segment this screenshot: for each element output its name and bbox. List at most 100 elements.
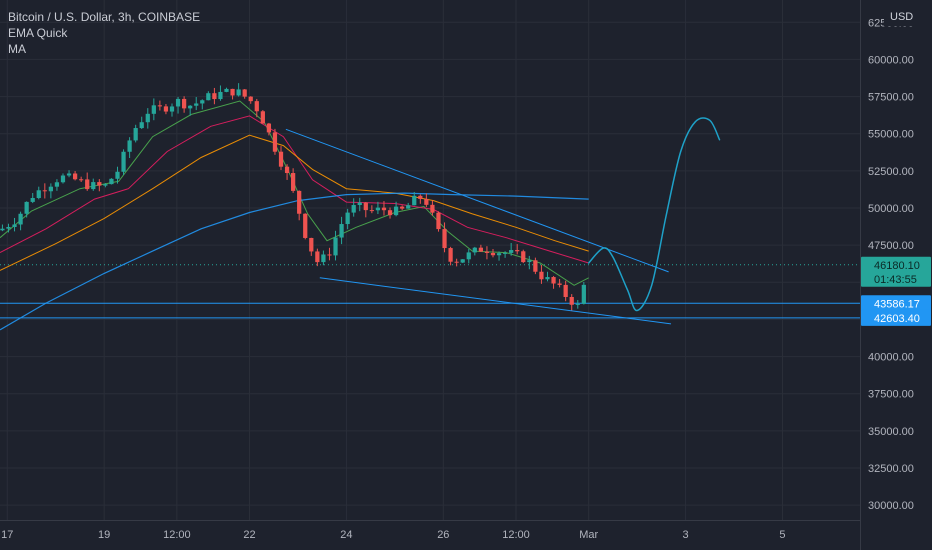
candle-body bbox=[284, 166, 290, 174]
candle-body bbox=[79, 179, 84, 181]
price-tick-label: 40000.00 bbox=[868, 352, 914, 364]
candle-body bbox=[424, 198, 429, 205]
candle-body bbox=[115, 171, 120, 179]
candle-body bbox=[466, 252, 471, 260]
candle-body bbox=[345, 212, 350, 225]
candle-body bbox=[339, 224, 344, 238]
candle-body bbox=[145, 113, 150, 123]
candle-body bbox=[36, 190, 41, 199]
candle-body bbox=[569, 296, 574, 305]
candle-body bbox=[85, 179, 90, 190]
candle-body bbox=[484, 251, 490, 253]
candle-body bbox=[502, 252, 508, 254]
time-tick-label: 5 bbox=[779, 529, 785, 541]
candle-body bbox=[430, 204, 435, 213]
series-line-ema-quick bbox=[0, 100, 589, 286]
candle-body bbox=[291, 173, 296, 191]
candle-body bbox=[393, 206, 399, 216]
candle-body bbox=[175, 98, 181, 107]
chart-legend: Bitcoin / U.S. Dollar, 3h, COINBASE EMA … bbox=[8, 9, 200, 57]
candle-body bbox=[97, 182, 102, 186]
candle-body bbox=[60, 175, 66, 183]
price-tick-label: 50000.00 bbox=[868, 203, 914, 215]
series-line-ema-slow bbox=[0, 134, 589, 271]
candle-body bbox=[24, 201, 29, 214]
price-label-value: 46180.10 bbox=[874, 260, 920, 272]
candle-body bbox=[521, 251, 526, 263]
candles bbox=[0, 83, 586, 311]
candle-body bbox=[448, 248, 453, 262]
candle-body bbox=[266, 123, 272, 133]
candle-body bbox=[533, 260, 538, 272]
candle-body bbox=[297, 190, 302, 214]
candle-body bbox=[545, 277, 550, 280]
candle-body bbox=[303, 213, 308, 238]
candle-body bbox=[557, 283, 562, 285]
candle-body bbox=[127, 140, 132, 152]
time-tick-label: 19 bbox=[98, 529, 110, 541]
candle-body bbox=[133, 128, 138, 141]
legend-symbol[interactable]: Bitcoin / U.S. Dollar, 3h, COINBASE bbox=[8, 10, 201, 24]
price-tick-label: 47500.00 bbox=[868, 240, 914, 252]
candle-body bbox=[442, 229, 447, 249]
price-tick-label: 37500.00 bbox=[868, 389, 914, 401]
candle-body bbox=[315, 251, 320, 263]
candle-body bbox=[351, 205, 356, 213]
candle-body bbox=[412, 195, 417, 206]
price-label-value: 42603.40 bbox=[874, 313, 920, 325]
candle-body bbox=[206, 93, 211, 101]
candle-body bbox=[333, 237, 338, 256]
candle-body bbox=[515, 250, 520, 252]
candle-body bbox=[278, 151, 284, 167]
candle-body bbox=[218, 91, 223, 100]
candle-body bbox=[157, 105, 163, 107]
candle-body bbox=[581, 284, 586, 304]
candle-body bbox=[230, 88, 235, 96]
price-label-value: 43586.17 bbox=[874, 298, 920, 310]
candle-body bbox=[575, 303, 580, 305]
candle-body bbox=[357, 202, 362, 206]
price-tick-label: 52500.00 bbox=[868, 166, 914, 178]
time-tick-label: 12:00 bbox=[502, 529, 530, 541]
candle-body bbox=[248, 96, 253, 102]
price-label-bg bbox=[861, 309, 931, 326]
time-tick-label: 3 bbox=[683, 529, 689, 541]
candle-body bbox=[12, 224, 17, 228]
candle-body bbox=[551, 277, 556, 284]
candle-body bbox=[490, 252, 496, 256]
price-tick-label: 32500.00 bbox=[868, 463, 914, 475]
legend-ema-quick[interactable]: EMA Quick bbox=[8, 26, 68, 40]
candle-body bbox=[91, 182, 96, 190]
currency-label: USD bbox=[890, 11, 913, 23]
candle-body bbox=[381, 207, 387, 211]
candle-body bbox=[188, 105, 193, 109]
candle-body bbox=[406, 205, 411, 209]
candle-body bbox=[454, 261, 459, 263]
candle-body bbox=[387, 210, 393, 216]
candle-body bbox=[200, 100, 205, 104]
candle-body bbox=[42, 190, 47, 192]
candle-body bbox=[212, 93, 217, 100]
series-line-ema-mid bbox=[0, 115, 589, 264]
candle-body bbox=[181, 98, 187, 109]
candle-body bbox=[496, 253, 502, 256]
time-tick-label: 24 bbox=[340, 529, 352, 541]
price-tick-label: 57500.00 bbox=[868, 92, 914, 104]
candle-body bbox=[375, 207, 381, 211]
price-tick-label: 60000.00 bbox=[868, 54, 914, 66]
candle-body bbox=[72, 173, 78, 180]
legend-ma[interactable]: MA bbox=[8, 42, 26, 56]
candle-body bbox=[139, 122, 144, 129]
candle-body bbox=[460, 259, 465, 263]
candle-body bbox=[30, 198, 35, 202]
candle-body bbox=[242, 89, 247, 97]
candle-body bbox=[563, 284, 568, 297]
candle-body bbox=[272, 132, 278, 152]
candle-body bbox=[0, 228, 5, 231]
candle-body bbox=[363, 202, 368, 211]
candle-body bbox=[54, 182, 60, 187]
price-tick-label: 55000.00 bbox=[868, 129, 914, 141]
price-tick-label: 30000.00 bbox=[868, 500, 914, 512]
